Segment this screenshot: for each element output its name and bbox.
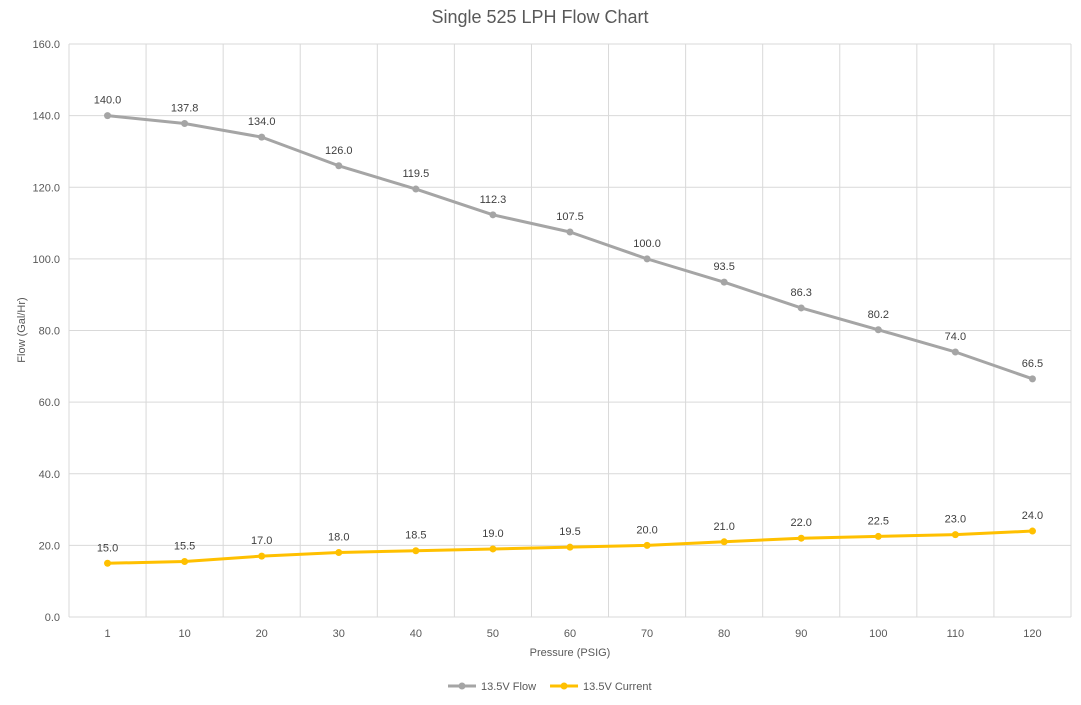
series-group bbox=[104, 112, 1036, 567]
x-tick-label: 50 bbox=[487, 628, 499, 640]
data-point bbox=[104, 559, 112, 567]
data-point bbox=[874, 532, 882, 540]
data-label: 15.5 bbox=[174, 540, 195, 552]
legend-swatch-marker bbox=[458, 682, 466, 690]
data-label: 23.0 bbox=[945, 514, 966, 526]
data-label: 24.0 bbox=[1022, 510, 1043, 522]
data-label: 18.0 bbox=[328, 532, 349, 544]
data-point bbox=[643, 541, 651, 549]
legend-label: 13.5V Current bbox=[583, 681, 651, 693]
data-point bbox=[797, 304, 805, 312]
data-point bbox=[258, 133, 266, 141]
y-tick-label: 100.0 bbox=[32, 254, 60, 266]
data-label: 22.0 bbox=[791, 517, 812, 529]
x-tick-label: 10 bbox=[178, 628, 190, 640]
data-point bbox=[874, 326, 882, 334]
legend-item: 13.5V Flow bbox=[448, 681, 536, 693]
data-label: 21.0 bbox=[713, 521, 734, 533]
data-label: 17.0 bbox=[251, 535, 272, 547]
data-label: 126.0 bbox=[325, 145, 353, 157]
data-point bbox=[1028, 375, 1036, 383]
data-point bbox=[951, 348, 959, 356]
data-point bbox=[489, 211, 497, 219]
y-axis-label: Flow (Gal/Hr) bbox=[16, 297, 28, 362]
data-label: 119.5 bbox=[402, 168, 429, 180]
x-tick-label: 80 bbox=[718, 628, 730, 640]
data-label: 66.5 bbox=[1022, 358, 1043, 370]
data-point bbox=[104, 112, 112, 120]
legend-item: 13.5V Current bbox=[550, 681, 652, 693]
data-point bbox=[643, 255, 651, 263]
data-labels: 140.0 137.8 134.0 126.0 119.5 112.3 107.5 100.0… bbox=[94, 95, 1043, 555]
data-label: 18.5 bbox=[405, 530, 426, 542]
legend: 13.5V Flow 13.5V Current bbox=[448, 681, 652, 693]
data-label: 137.8 bbox=[171, 103, 199, 115]
data-label: 22.5 bbox=[868, 515, 889, 527]
data-point bbox=[566, 228, 574, 236]
data-label: 20.0 bbox=[636, 524, 657, 536]
data-label: 74.0 bbox=[945, 331, 966, 343]
data-label: 100.0 bbox=[633, 238, 661, 250]
y-tick-label: 20.0 bbox=[39, 540, 60, 552]
y-tick-label: 0.0 bbox=[45, 612, 60, 624]
data-label: 86.3 bbox=[791, 287, 812, 299]
x-tick-label: 100 bbox=[869, 628, 887, 640]
y-axis-ticks: 0.0 20.0 40.0 60.0 80.0 100.0 120.0 140.0 160.0 bbox=[32, 39, 60, 624]
data-label: 107.5 bbox=[556, 211, 584, 223]
data-point bbox=[951, 531, 959, 539]
x-tick-label: 70 bbox=[641, 628, 653, 640]
data-label: 93.5 bbox=[713, 261, 734, 273]
x-tick-label: 40 bbox=[410, 628, 422, 640]
data-point bbox=[797, 534, 805, 542]
legend-label: 13.5V Flow bbox=[481, 681, 536, 693]
data-point bbox=[412, 547, 420, 555]
gridlines bbox=[68, 43, 1072, 618]
x-tick-label: 1 bbox=[104, 628, 110, 640]
data-label: 140.0 bbox=[94, 95, 122, 107]
x-tick-label: 120 bbox=[1023, 628, 1041, 640]
data-point bbox=[720, 538, 728, 546]
x-tick-label: 90 bbox=[795, 628, 807, 640]
data-point bbox=[335, 162, 343, 170]
data-point bbox=[258, 552, 266, 560]
y-tick-label: 140.0 bbox=[32, 111, 60, 123]
x-tick-label: 20 bbox=[256, 628, 268, 640]
series-line bbox=[106, 114, 1034, 381]
data-label: 19.5 bbox=[559, 526, 580, 538]
x-tick-label: 60 bbox=[564, 628, 576, 640]
data-label: 80.2 bbox=[868, 309, 889, 321]
y-tick-label: 60.0 bbox=[39, 397, 60, 409]
y-tick-label: 160.0 bbox=[32, 39, 60, 51]
data-label: 134.0 bbox=[248, 116, 276, 128]
y-tick-label: 120.0 bbox=[32, 182, 60, 194]
data-label: 15.0 bbox=[97, 542, 118, 554]
data-label: 112.3 bbox=[480, 194, 507, 206]
data-point bbox=[412, 185, 420, 193]
x-tick-label: 110 bbox=[947, 628, 965, 640]
y-tick-label: 80.0 bbox=[39, 326, 60, 338]
data-point bbox=[720, 278, 728, 286]
data-point bbox=[181, 120, 189, 128]
data-point bbox=[335, 549, 343, 557]
data-point bbox=[489, 545, 497, 553]
data-point bbox=[1028, 527, 1036, 535]
legend-swatch-marker bbox=[560, 682, 568, 690]
x-tick-label: 30 bbox=[333, 628, 345, 640]
x-axis-ticks: 1 10 20 30 40 50 60 70 80 90 100 110 120 bbox=[104, 628, 1041, 640]
chart-title: Single 525 LPH Flow Chart bbox=[431, 7, 648, 27]
x-axis-label: Pressure (PSIG) bbox=[530, 647, 611, 659]
y-tick-label: 40.0 bbox=[39, 469, 60, 481]
data-point bbox=[181, 557, 189, 565]
data-label: 19.0 bbox=[482, 528, 503, 540]
data-point bbox=[566, 543, 574, 551]
